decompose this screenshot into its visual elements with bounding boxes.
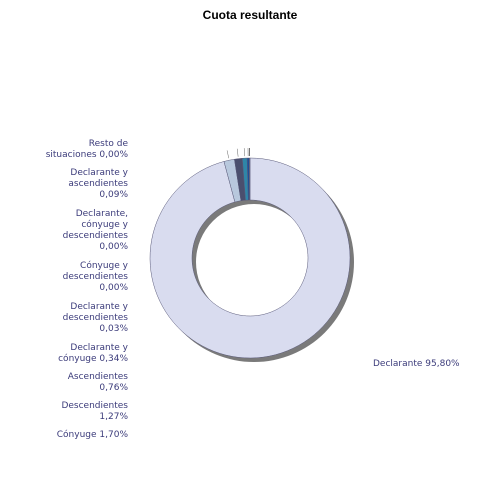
slice-label-text: Cónyuge y descendientes 0,00%: [63, 260, 129, 293]
leader-line: [226, 150, 229, 159]
slice-label-text: Descendientes 1,27%: [61, 401, 128, 422]
slice-label: Ascendientes 0,76%: [68, 372, 129, 393]
slice-label: Declarante, cónyuge y descendientes 0,00%: [63, 209, 129, 252]
slice-label-text: Resto de situaciones 0,00%: [46, 139, 129, 160]
slice-label: Cónyuge 1,70%: [57, 429, 129, 440]
slice-label-text: Declarante, cónyuge y descendientes 0,00%: [63, 209, 129, 252]
leader-line: [236, 148, 239, 157]
slice-label-text: Declarante y descendientes 0,03%: [63, 302, 129, 334]
slice-label: Declarante y descendientes 0,03%: [63, 302, 129, 334]
slice-label: Declarante 95,80%: [373, 359, 460, 369]
slice-label: Declarante y cónyuge 0,34%: [58, 343, 129, 364]
slice-label: Resto de situaciones 0,00%: [46, 139, 129, 160]
slice-label: Cónyuge y descendientes 0,00%: [63, 260, 129, 293]
slice-label: Descendientes 1,27%: [61, 401, 128, 422]
pie-slice: [249, 157, 251, 201]
slice-label-text: Ascendientes 0,76%: [68, 372, 129, 393]
slice-label-text: Cónyuge 1,70%: [57, 429, 129, 440]
slice-label-text: Declarante 95,80%: [373, 359, 460, 369]
slice-label: Declarante y ascendientes 0,09%: [68, 168, 128, 200]
slice-label-text: Declarante y cónyuge 0,34%: [58, 343, 129, 364]
slice-label-text: Declarante y ascendientes 0,09%: [68, 168, 128, 200]
pie-slice: [149, 157, 351, 359]
chart-title: Cuota resultante: [202, 8, 298, 22]
